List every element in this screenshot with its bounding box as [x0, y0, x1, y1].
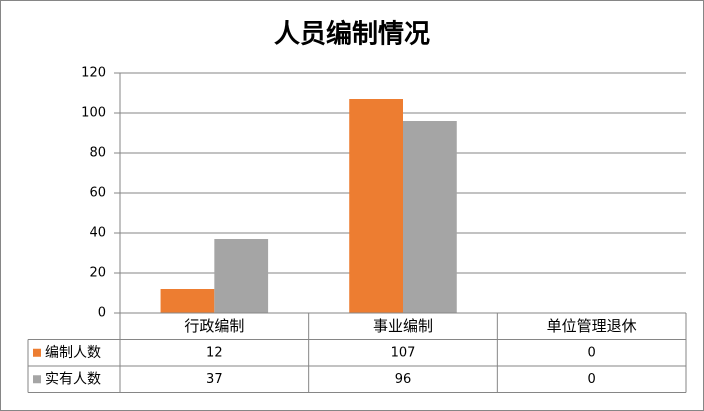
legend-label: 编制人数	[45, 345, 101, 361]
y-tick-label: 100	[81, 106, 106, 121]
y-tick-label: 40	[89, 226, 106, 241]
table-value: 37	[206, 372, 223, 387]
table-value: 107	[391, 345, 416, 360]
table-value: 0	[588, 345, 596, 360]
y-tick-label: 20	[89, 266, 106, 281]
table-value: 12	[206, 345, 223, 360]
legend-key	[33, 375, 41, 384]
x-tick-label: 单位管理退休	[547, 317, 637, 335]
table-value: 96	[395, 372, 412, 387]
x-tick-label: 事业编制	[373, 317, 433, 335]
bar	[349, 99, 403, 313]
bar	[403, 121, 457, 313]
y-tick-label: 120	[81, 66, 106, 81]
bar	[214, 239, 269, 313]
table-value: 0	[588, 372, 596, 387]
legend-label: 实有人数	[45, 371, 101, 387]
y-tick-label: 0	[98, 306, 106, 321]
y-tick-label: 80	[89, 146, 106, 161]
y-tick-label: 60	[89, 186, 106, 201]
x-tick-label: 行政编制	[184, 317, 244, 335]
chart-title: 人员编制情况	[274, 19, 430, 50]
bar	[160, 289, 215, 313]
legend-key	[33, 348, 41, 357]
